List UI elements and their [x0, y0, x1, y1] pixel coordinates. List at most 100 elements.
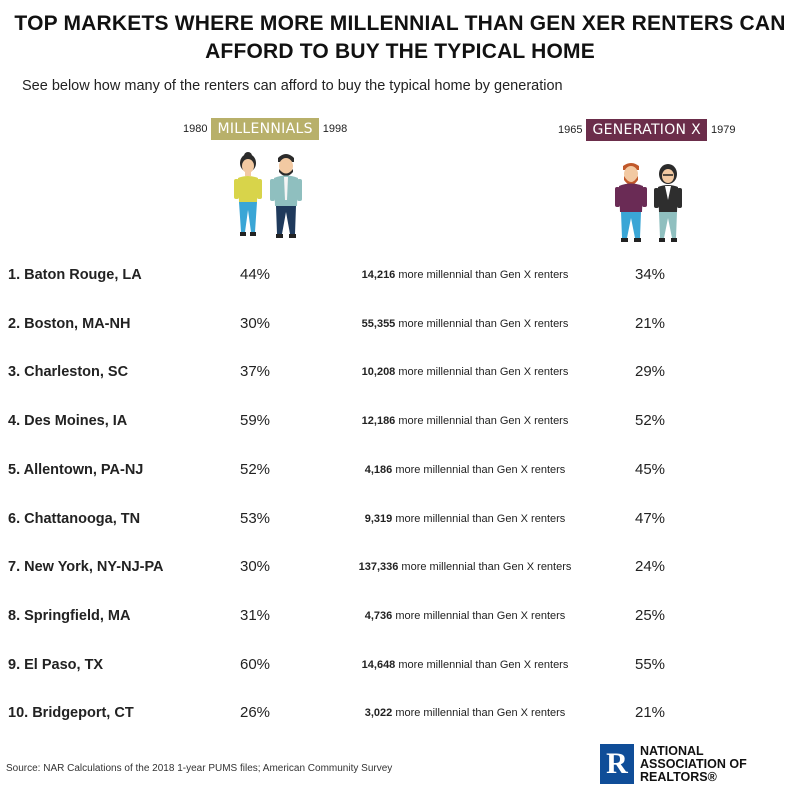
difference-label: more millennial than Gen X renters	[395, 463, 566, 476]
difference-count: 14,216	[361, 269, 396, 281]
market-city: Boston, MA-NH	[24, 315, 131, 332]
market-name: 7. New York, NY-NJ-PA	[8, 559, 164, 575]
market-name: 2. Boston, MA-NH	[8, 316, 130, 332]
genx-percent: 45%	[635, 460, 666, 478]
table-row: 4. Des Moines, IA 59% 12,186 more millenni…	[0, 408, 800, 438]
table-row: 2. Boston, MA-NH 30% 55,355 more millennia…	[0, 311, 800, 341]
market-rank: 8.	[8, 607, 21, 624]
millennial-couple-icon	[234, 152, 302, 238]
renter-difference: 12,186 more millennial than Gen X renter…	[332, 415, 598, 427]
market-name: 10. Bridgeport, CT	[8, 705, 134, 721]
logo-line-2: ASSOCIATION OF	[640, 756, 747, 771]
market-city: El Paso, TX	[24, 656, 104, 673]
millennials-start-year: 1980	[183, 123, 208, 135]
millennial-woman-icon	[234, 152, 262, 236]
market-name: 3. Charleston, SC	[8, 364, 128, 380]
millennials-end-year: 1998	[322, 123, 348, 135]
renter-difference: 137,336 more millennial than Gen X rente…	[332, 561, 598, 573]
market-city: Des Moines, IA	[24, 413, 128, 430]
difference-count: 14,648	[361, 658, 396, 671]
market-name: 6. Chattanooga, TN	[8, 511, 140, 527]
millennial-percent: 31%	[240, 606, 271, 624]
market-name: 1. Baton Rouge, LA	[8, 267, 142, 283]
market-rank: 2.	[8, 315, 21, 332]
renter-difference: 55,355 more millennial than Gen X renter…	[332, 318, 598, 330]
table-row: 3. Charleston, SC 37% 10,208 more millenni…	[0, 359, 800, 389]
millennial-percent: 60%	[240, 655, 271, 673]
market-rank: 9.	[8, 656, 21, 673]
market-city: Charleston, SC	[24, 364, 129, 381]
genx-percent: 21%	[635, 314, 666, 332]
difference-count: 55,355	[361, 317, 396, 330]
renter-difference: 4,736 more millennial than Gen X renters	[332, 610, 598, 622]
millennial-percent: 30%	[240, 558, 271, 576]
market-rank: 6.	[8, 510, 21, 527]
genx-start-year: 1965	[558, 124, 583, 136]
market-name: 9. El Paso, TX	[8, 657, 103, 673]
genx-end-year: 1979	[710, 124, 736, 136]
table-row: 1. Baton Rouge, LA 44% 14,216 more millenn…	[0, 262, 800, 292]
difference-label: more millennial than Gen X renters	[398, 658, 569, 671]
genx-man-icon	[615, 163, 647, 242]
market-rank: 7.	[8, 559, 21, 576]
genx-percent: 52%	[635, 412, 666, 430]
source-note: Source: NAR Calculations of the 2018 1-y…	[6, 763, 393, 774]
millennial-percent: 52%	[240, 460, 271, 478]
difference-label: more millennial than Gen X renters	[398, 415, 569, 428]
difference-count: 137,336	[358, 561, 399, 574]
logo-line-3: REALTORS®	[640, 769, 717, 784]
difference-label: more millennial than Gen X renters	[401, 561, 572, 574]
difference-count: 10,208	[361, 366, 396, 379]
genx-percent: 25%	[635, 606, 666, 624]
title-line-1: TOP MARKETS WHERE MORE MILLENNIAL THAN G…	[14, 12, 786, 35]
difference-label: more millennial than Gen X renters	[398, 269, 569, 281]
genx-couple-icon	[615, 163, 682, 242]
difference-count: 4,736	[364, 609, 393, 622]
title-line-2: AFFORD TO BUY THE TYPICAL HOME	[205, 40, 595, 63]
millennials-badge: MILLENNIALS	[211, 118, 319, 140]
table-row: 6. Chattanooga, TN 53% 9,319 more millenni…	[0, 506, 800, 536]
page-title: TOP MARKETS WHERE MORE MILLENNIAL THAN G…	[0, 10, 800, 66]
renter-difference: 14,216 more millennial than Gen X renter…	[332, 269, 598, 281]
logo-text: NATIONAL ASSOCIATION OF REALTORS®	[640, 744, 747, 784]
market-rank: 1.	[8, 267, 21, 283]
genx-percent: 55%	[635, 655, 666, 673]
difference-count: 4,186	[364, 463, 393, 476]
market-rank: 10.	[8, 705, 29, 722]
table-row: 5. Allentown, PA-NJ 52% 4,186 more millenn…	[0, 457, 800, 487]
market-city: Bridgeport, CT	[32, 705, 134, 722]
market-name: 5. Allentown, PA-NJ	[8, 462, 143, 478]
difference-label: more millennial than Gen X renters	[395, 512, 566, 525]
millennial-percent: 44%	[240, 266, 271, 283]
difference-count: 12,186	[361, 415, 396, 428]
market-city: Springfield, MA	[24, 607, 131, 624]
genx-percent: 29%	[635, 363, 666, 381]
renter-difference: 9,319 more millennial than Gen X renters	[332, 513, 598, 525]
market-name: 4. Des Moines, IA	[8, 413, 127, 429]
difference-count: 9,319	[364, 512, 393, 525]
renter-difference: 10,208 more millennial than Gen X renter…	[332, 366, 598, 378]
difference-label: more millennial than Gen X renters	[398, 317, 569, 330]
table-row: 8. Springfield, MA 31% 4,736 more millenni…	[0, 603, 800, 633]
difference-label: more millennial than Gen X renters	[395, 707, 566, 720]
difference-label: more millennial than Gen X renters	[395, 609, 566, 622]
genx-percent: 47%	[635, 509, 666, 527]
millennial-man-icon	[270, 154, 302, 238]
millennial-percent: 30%	[240, 314, 271, 332]
realtor-r-icon: R	[600, 744, 634, 784]
millennial-percent: 53%	[240, 509, 271, 527]
genx-percent: 34%	[635, 266, 666, 283]
market-city: Chattanooga, TN	[24, 510, 141, 527]
genx-badge: GENERATION X	[586, 119, 707, 141]
genx-woman-icon	[654, 164, 682, 242]
millennial-percent: 59%	[240, 412, 271, 430]
market-rank: 4.	[8, 413, 21, 430]
market-city: Baton Rouge, LA	[24, 267, 142, 283]
table-row: 7. New York, NY-NJ-PA 30% 137,336 more mil…	[0, 554, 800, 584]
renter-difference: 3,022 more millennial than Gen X renters	[332, 707, 598, 719]
market-city: Allentown, PA-NJ	[23, 461, 144, 478]
market-rank: 5.	[8, 461, 21, 478]
nar-logo: R NATIONAL ASSOCIATION OF REALTORS®	[600, 744, 747, 784]
millennial-percent: 26%	[240, 704, 271, 722]
renter-difference: 4,186 more millennial than Gen X renters	[332, 464, 598, 476]
